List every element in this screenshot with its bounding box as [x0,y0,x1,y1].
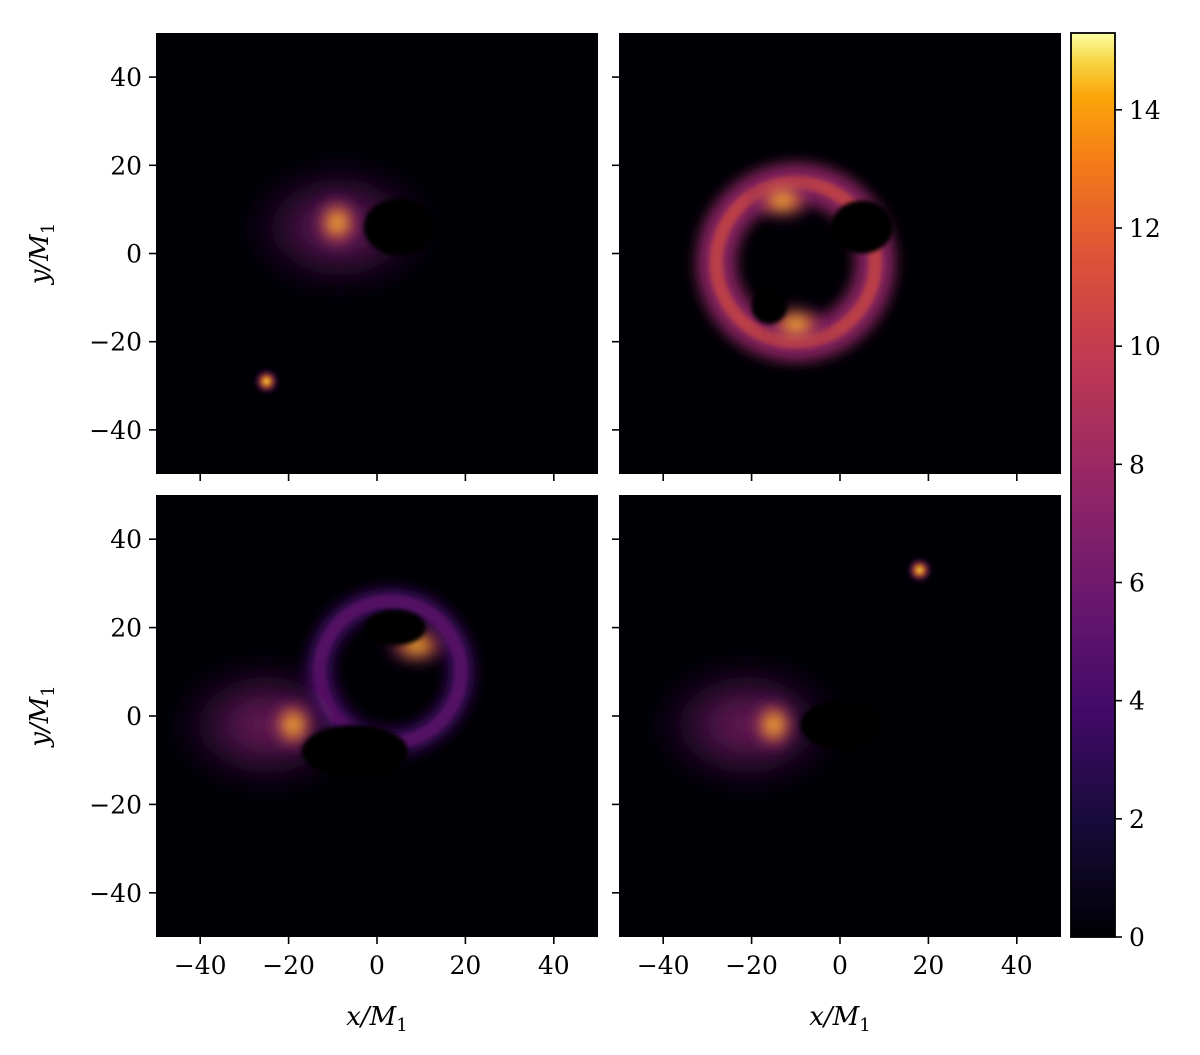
x-tick-label: 40 [538,951,570,980]
panel-bottom-right [619,495,1061,937]
colorbar-tick-label: 6 [1129,568,1145,597]
y-axis-label-subscript: 1 [38,685,59,696]
shadow-region [800,700,880,750]
x-axis-label-subscript: 1 [859,1015,870,1036]
colorbar-tick-label: 14 [1129,96,1161,125]
x-axis-label: x/M1 [346,1002,408,1036]
x-tick-label: 20 [912,951,944,980]
shadow-region [831,200,894,254]
x-tick-label: −40 [174,951,227,980]
colorbar-gradient [1071,33,1115,937]
y-tick-label: −20 [89,328,142,357]
y-tick-label: 0 [126,240,142,269]
colorbar-tick-label: 12 [1129,214,1161,243]
colorbar-frame [1070,32,1116,938]
y-axis-label-subscript: 1 [38,223,59,234]
shadow-region [301,724,408,778]
colorbar: 0 2 4 6 8 10 12 14 [1070,32,1161,952]
colorbar-tick-label: 2 [1129,805,1145,834]
x-tick-label: 0 [369,951,385,980]
x-axis-label: x/M1 [809,1002,871,1036]
panel-top-right [619,33,1061,474]
shadow-region [363,609,426,646]
y-tick-label: 20 [110,151,142,180]
y-tick-label: −20 [89,790,142,819]
panel-top-left [156,33,598,474]
y-tick-label: 40 [110,525,142,554]
x-tick-label: 20 [449,951,481,980]
panels-layer [156,33,1061,937]
secondary-spot [253,368,280,395]
y-tick-label: 20 [110,614,142,643]
x-tick-label: −20 [262,951,315,980]
x-tick-label: −20 [725,951,778,980]
shadow-region [363,198,435,256]
y-axis-label: y/M1 [25,223,59,286]
hotspot [747,178,818,223]
shadow-region [751,288,787,325]
y-tick-label: 40 [110,63,142,92]
panel-background [619,33,1061,474]
secondary-spot [906,556,933,584]
crescent-halo [649,658,845,792]
colorbar-tick-label: 4 [1129,687,1145,716]
crescent-peak [747,693,801,756]
colorbar-tick-label: 0 [1129,923,1145,952]
x-tick-label: −40 [637,951,690,980]
colorbar-tick-label: 8 [1129,450,1145,479]
colorbar-tick-label: 10 [1129,332,1161,361]
y-tick-label: −40 [89,416,142,445]
crescent-peak [266,693,320,756]
y-tick-label: −40 [89,879,142,908]
x-tick-label: 0 [832,951,848,980]
axes-layer: −40 −20 0 20 40 y/M1 −40 −20 0 20 40 −40 −20 0 20 40 x/M… [25,63,1033,1036]
x-axis-label-subscript: 1 [396,1015,407,1036]
y-tick-label: 0 [126,702,142,731]
crescent-peak [310,191,364,254]
panel-bottom-left [156,495,598,937]
x-tick-label: 40 [1001,951,1033,980]
y-axis-label: y/M1 [25,685,59,748]
